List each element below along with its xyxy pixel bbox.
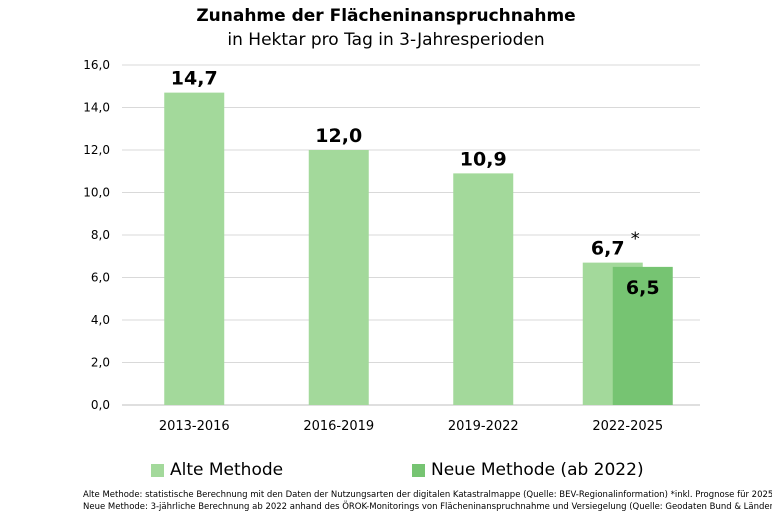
chart-subtitle: in Hektar pro Tag in 3-Jahresperioden (227, 30, 545, 50)
data-label: 12,0 (315, 125, 362, 147)
bar-alte-2016-2019 (308, 150, 369, 405)
data-label: 6,7 (591, 238, 625, 260)
y-tick-label: 2,0 (91, 356, 110, 370)
y-tick-label: 8,0 (91, 228, 110, 242)
y-tick-label: 6,0 (91, 271, 110, 285)
bar-neue-2022-2025 (612, 266, 673, 405)
x-tick-label: 2016-2019 (303, 419, 374, 434)
legend-swatch (151, 463, 164, 477)
annotation-asterisk: * (631, 229, 640, 250)
y-tick-label: 4,0 (91, 313, 110, 327)
footnote-line: Neue Methode: 3-jährliche Berechnung ab … (83, 502, 772, 512)
data-label: 10,9 (460, 148, 507, 170)
footnote-line: Alte Methode: statistische Berechnung mi… (83, 490, 772, 500)
y-tick-label: 0,0 (91, 398, 110, 412)
legend-label: Neue Methode (ab 2022) (431, 460, 644, 480)
x-tick-label: 2013-2016 (159, 419, 230, 434)
legend-swatch (412, 463, 425, 477)
x-tick-label: 2019-2022 (448, 419, 519, 434)
x-tick-label: 2022-2025 (592, 419, 663, 434)
y-tick-label: 12,0 (83, 143, 110, 157)
y-tick-label: 14,0 (83, 101, 110, 115)
legend-label: Alte Methode (170, 460, 284, 480)
y-tick-label: 10,0 (83, 186, 110, 200)
data-label: 14,7 (171, 68, 218, 90)
bar-alte-2019-2022 (453, 173, 514, 405)
bar-chart: 0,0 2,0 4,0 6,0 8,0 10,0 12,0 14,0 16,0 2013-2016… (83, 58, 700, 434)
legend-item-alte-methode: Alte Methode (151, 460, 283, 480)
legend-item-neue-methode: Neue Methode (ab 2022) (412, 460, 644, 480)
data-label: 6,5 (626, 277, 660, 299)
chart-title: Zunahme der Flächeninanspruchnahme (196, 6, 576, 26)
y-tick-label: 16,0 (83, 58, 110, 72)
footnote: Alte Methode: statistische Berechnung mi… (83, 489, 772, 513)
bar-alte-2013-2016 (164, 92, 225, 405)
